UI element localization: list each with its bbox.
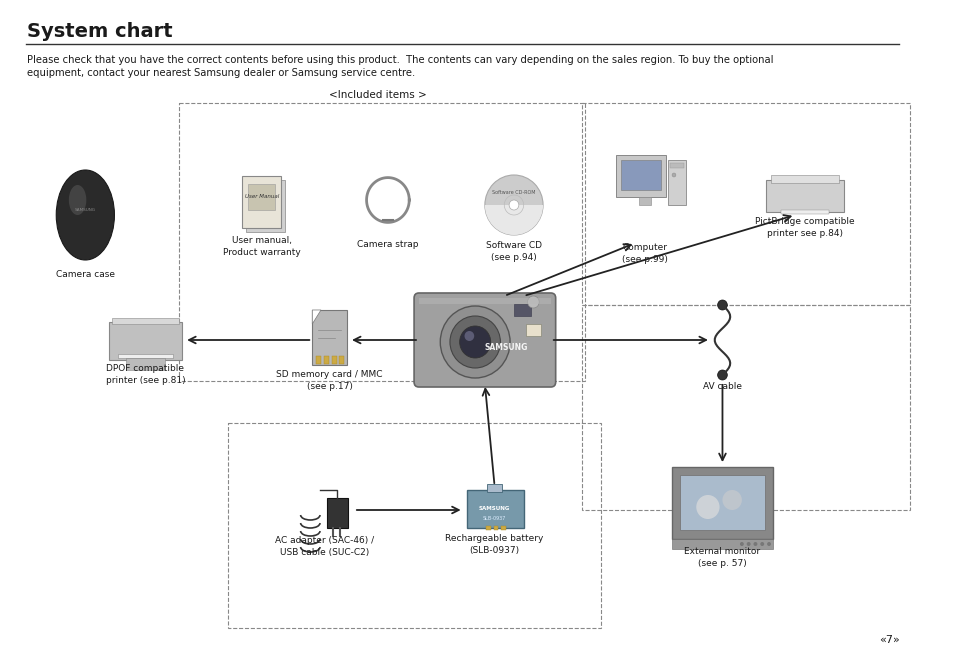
Circle shape (753, 542, 757, 546)
Text: DPOF compatible
printer (see p.81): DPOF compatible printer (see p.81) (106, 364, 185, 385)
Bar (467, 490, 523, 528)
Text: Please check that you have the correct contents before using this product.  The : Please check that you have the correct c… (27, 55, 773, 65)
Text: Camera strap: Camera strap (356, 240, 418, 249)
Bar (671, 467, 772, 539)
Bar (501, 526, 506, 530)
Bar (765, 180, 842, 212)
Circle shape (760, 542, 763, 546)
Bar (242, 176, 281, 228)
Bar (525, 324, 540, 336)
Bar (126, 358, 165, 370)
Bar (780, 210, 828, 214)
Bar (514, 304, 531, 316)
Circle shape (696, 495, 719, 519)
Bar (671, 539, 772, 549)
Bar (615, 155, 665, 197)
Circle shape (721, 490, 741, 510)
Text: «7»: «7» (879, 635, 899, 645)
Bar (246, 180, 285, 232)
Circle shape (766, 542, 770, 546)
Bar (109, 322, 182, 360)
Text: Rechargeable battery
(SLB-0937): Rechargeable battery (SLB-0937) (445, 534, 543, 555)
Bar (324, 356, 329, 364)
Text: External monitor
(see p. 57): External monitor (see p. 57) (683, 547, 760, 568)
Text: AV cable: AV cable (702, 382, 741, 391)
Text: Software CD-ROM: Software CD-ROM (492, 191, 536, 195)
Text: User manual,
Product warranty: User manual, Product warranty (223, 236, 300, 257)
Bar (770, 175, 838, 183)
Bar (118, 354, 172, 358)
Circle shape (484, 175, 542, 235)
Text: Software CD
(see p.94): Software CD (see p.94) (485, 241, 541, 262)
Bar (639, 197, 650, 205)
Circle shape (439, 306, 510, 378)
Wedge shape (484, 205, 542, 235)
Polygon shape (312, 310, 320, 324)
Circle shape (459, 326, 490, 358)
Circle shape (464, 331, 474, 341)
Bar (312, 310, 347, 365)
Text: Computer
(see p.99): Computer (see p.99) (621, 243, 667, 264)
Circle shape (509, 200, 518, 210)
Text: SLB-0937: SLB-0937 (482, 515, 506, 521)
Bar (485, 526, 490, 530)
Circle shape (740, 542, 743, 546)
Text: Camera case: Camera case (56, 270, 114, 279)
Text: SAMSUNG: SAMSUNG (478, 506, 510, 510)
Ellipse shape (56, 170, 114, 260)
Circle shape (527, 296, 538, 308)
Text: <Included items >: <Included items > (329, 90, 427, 100)
Text: SAMSUNG: SAMSUNG (74, 208, 95, 212)
FancyBboxPatch shape (414, 293, 555, 387)
Circle shape (746, 542, 750, 546)
Bar (486, 484, 502, 492)
Bar (339, 356, 344, 364)
Bar (418, 298, 550, 304)
Circle shape (717, 300, 726, 310)
Text: System chart: System chart (27, 22, 172, 41)
Circle shape (717, 370, 726, 380)
Bar (315, 356, 320, 364)
Bar (620, 160, 660, 190)
Bar (667, 160, 685, 205)
Text: SAMSUNG: SAMSUNG (484, 343, 527, 352)
Bar (332, 356, 336, 364)
Ellipse shape (69, 185, 86, 215)
Text: AC adapter (SAC-46) /
USB cable (SUC-C2): AC adapter (SAC-46) / USB cable (SUC-C2) (275, 536, 374, 557)
Text: equipment, contact your nearest Samsung dealer or Samsung service centre.: equipment, contact your nearest Samsung … (27, 68, 415, 78)
Bar (248, 184, 275, 210)
Text: SD memory card / MMC
(see p.17): SD memory card / MMC (see p.17) (276, 370, 382, 391)
Text: PictBridge compatible
printer see p.84): PictBridge compatible printer see p.84) (754, 217, 854, 238)
Bar (327, 498, 348, 528)
Text: User Manual: User Manual (245, 195, 278, 199)
Bar (669, 163, 683, 168)
Circle shape (450, 316, 500, 368)
Bar (493, 526, 497, 530)
Bar (112, 318, 179, 324)
Bar (679, 475, 764, 530)
Circle shape (671, 173, 676, 177)
